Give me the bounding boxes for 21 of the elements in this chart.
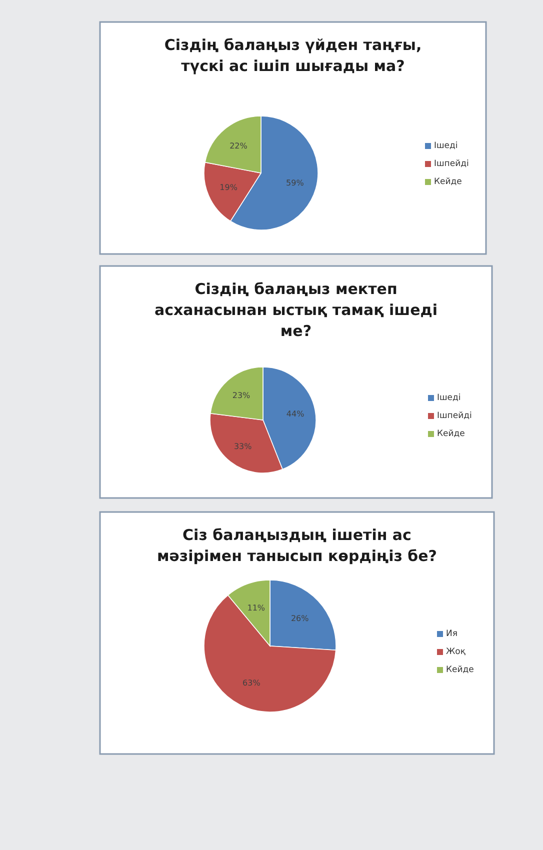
legend-label: Кейде	[437, 429, 465, 439]
chart-title: Сіздің балаңыз мектеп асханасынан ыстық тамақ ішеді ме?	[154, 280, 438, 340]
legend-label: Ия	[446, 629, 458, 639]
data-label: 11%	[247, 603, 266, 612]
data-label: 22%	[230, 142, 248, 151]
legend-label: Ішпейді	[437, 411, 472, 421]
data-label: 63%	[242, 678, 261, 688]
legend-label: Кейде	[434, 177, 462, 187]
chart-title: Сіз балаңыздың ішетін ас мәзірімен танысып көрдіңіз бе?	[157, 526, 437, 565]
legend-label: Ішпейді	[434, 159, 469, 169]
data-label: 44%	[286, 410, 305, 419]
data-label: 59%	[286, 178, 304, 188]
data-label: 23%	[232, 391, 251, 400]
legend-label: Жоқ	[446, 647, 466, 657]
legend-label: Ішеді	[434, 141, 458, 151]
data-label: 19%	[220, 182, 238, 192]
chart-title: Сіздің балаңыз үйден таңғы, түскі ас ішіп шығады ма?	[164, 36, 422, 75]
data-label: 33%	[234, 442, 252, 451]
legend-label: Ішеді	[437, 393, 461, 403]
data-label: 26%	[290, 614, 310, 623]
legend-label: Кейде	[446, 665, 474, 675]
